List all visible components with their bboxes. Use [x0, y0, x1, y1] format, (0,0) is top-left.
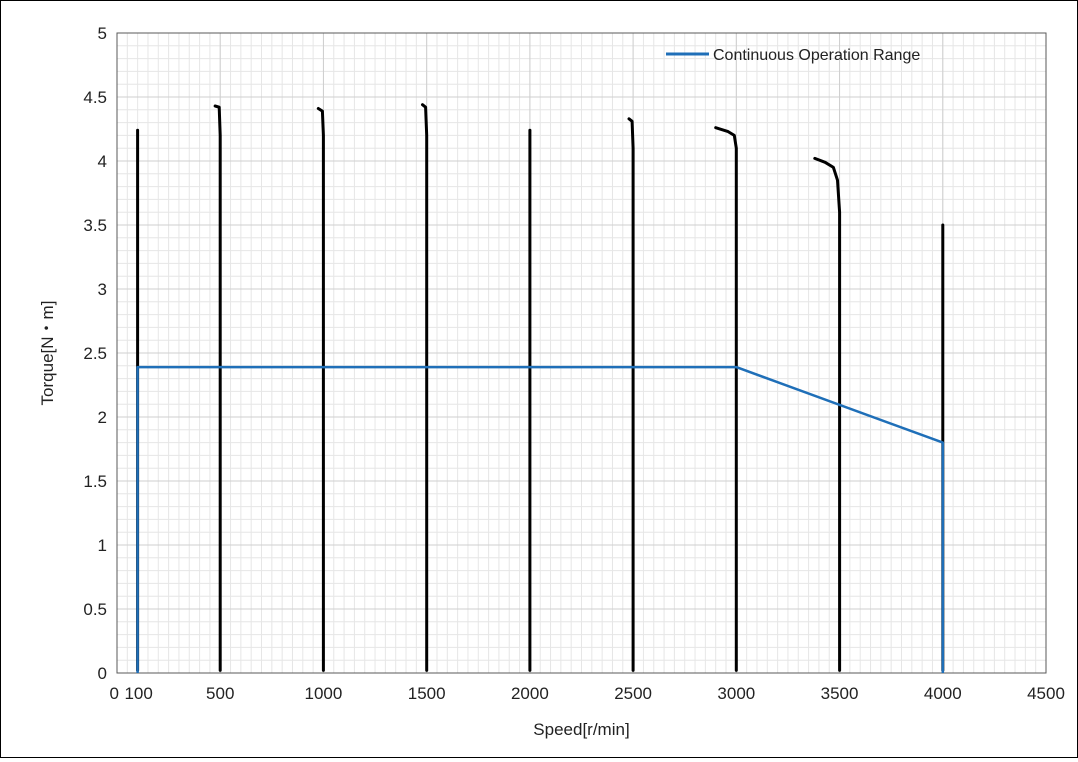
- series-line-continuous-operation-range: [136, 365, 945, 673]
- x-axis-title: Speed[r/min]: [533, 720, 629, 739]
- y-tick-label: 2: [98, 408, 107, 427]
- legend-label-continuous-operation-range: Continuous Operation Range: [713, 47, 920, 64]
- y-axis-title: Torque[N・m]: [38, 301, 57, 406]
- speed-torque-trace: [627, 117, 635, 672]
- x-tick-label: 500: [206, 684, 234, 703]
- x-tick-label: 3000: [717, 684, 755, 703]
- x-tick-label: 4500: [1027, 684, 1065, 703]
- x-axis-tick-labels: 0 100 500 1000 1500 2000 2500 3000 3500 4000 4500: [110, 684, 1065, 703]
- y-tick-label: 3: [98, 280, 107, 299]
- x-tick-label: 2500: [614, 684, 652, 703]
- speed-torque-trace: [421, 103, 429, 672]
- x-tick-label: 3500: [821, 684, 859, 703]
- speed-torque-trace: [813, 156, 842, 672]
- speed-torque-trace: [213, 104, 222, 672]
- y-tick-label: 4.5: [83, 88, 107, 107]
- y-tick-label: 0: [98, 664, 107, 683]
- legend: Continuous Operation Range: [666, 47, 920, 64]
- x-tick-label: 2000: [511, 684, 549, 703]
- x-tick-label: 4000: [924, 684, 962, 703]
- y-tick-label: 5: [98, 24, 107, 43]
- x-tick-label: 0: [110, 684, 119, 703]
- y-tick-label: 3.5: [83, 216, 107, 235]
- y-tick-label: 2.5: [83, 344, 107, 363]
- series-lines: [136, 365, 945, 673]
- y-tick-label: 1.5: [83, 472, 107, 491]
- speed-torque-trace: [316, 107, 325, 672]
- y-tick-label: 1: [98, 536, 107, 555]
- plot-area-border: [116, 32, 1047, 674]
- x-tick-label: 100: [124, 684, 152, 703]
- x-tick-label: 1500: [408, 684, 446, 703]
- y-tick-label: 0.5: [83, 600, 107, 619]
- speed-torque-trace: [714, 126, 738, 672]
- y-axis-tick-labels: 0 0.5 1 1.5 2 2.5 3 3.5 4 4.5 5: [83, 24, 107, 683]
- y-tick-label: 4: [98, 152, 107, 171]
- x-tick-label: 1000: [305, 684, 343, 703]
